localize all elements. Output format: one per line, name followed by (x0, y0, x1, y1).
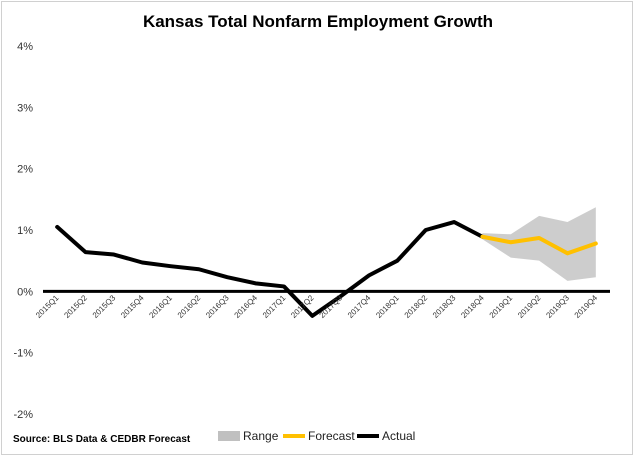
legend: Range Forecast Actual (218, 429, 415, 443)
series-line-layer (55, 220, 598, 318)
x-tick-label: 2016Q4 (233, 293, 260, 320)
x-tick-label: 2016Q3 (204, 293, 231, 320)
x-tick-label: 2015Q2 (62, 293, 89, 320)
x-tick-label: 2016Q1 (147, 293, 174, 320)
series-line-actual (55, 220, 485, 318)
y-tick-labels: 4% 3% 2% 1% 0% -1% -2% (13, 41, 33, 421)
y-tick-label: -2% (13, 409, 33, 421)
source-note: Source: BLS Data & CEDBR Forecast (13, 434, 191, 445)
legend-swatch-range (218, 431, 240, 441)
y-tick-label: 2% (17, 164, 33, 176)
x-tick-label: 2019Q2 (516, 293, 543, 320)
x-tick-labels: 2015Q1 2015Q2 2015Q3 2015Q4 2016Q1 2016Q2 2016… (34, 293, 600, 320)
x-tick-label: 2018Q3 (431, 293, 458, 320)
x-tick-label: 2018Q2 (403, 293, 430, 320)
x-tick-label: 2015Q4 (119, 293, 146, 320)
legend-item-actual: Actual (357, 429, 415, 443)
x-tick-label: 2015Q1 (34, 293, 61, 320)
legend-label-actual: Actual (382, 429, 415, 443)
x-tick-label: 2019Q1 (488, 293, 515, 320)
legend-item-range: Range (218, 429, 279, 443)
legend-item-forecast: Forecast (283, 429, 355, 443)
legend-label-forecast: Forecast (308, 429, 355, 443)
chart-title: Kansas Total Nonfarm Employment Growth (143, 12, 493, 31)
y-tick-label: 1% (17, 225, 33, 237)
range-band-layer (482, 207, 596, 281)
y-tick-label: 4% (17, 41, 33, 53)
x-tick-label: 2018Q1 (374, 293, 401, 320)
x-tick-label: 2016Q2 (176, 293, 203, 320)
range-band (482, 207, 596, 281)
x-tick-label: 2019Q4 (573, 293, 600, 320)
legend-label-range: Range (243, 429, 279, 443)
y-tick-label: -1% (13, 348, 33, 360)
x-tick-label: 2015Q3 (91, 293, 118, 320)
x-tick-label: 2017Q1 (261, 293, 288, 320)
y-tick-label: 0% (17, 286, 33, 298)
x-tick-label: 2017Q4 (346, 293, 373, 320)
x-tick-label: 2018Q4 (459, 293, 486, 320)
x-tick-label: 2019Q3 (544, 293, 571, 320)
y-tick-label: 3% (17, 102, 33, 114)
x-tick-label: 2017Q3 (318, 293, 345, 320)
